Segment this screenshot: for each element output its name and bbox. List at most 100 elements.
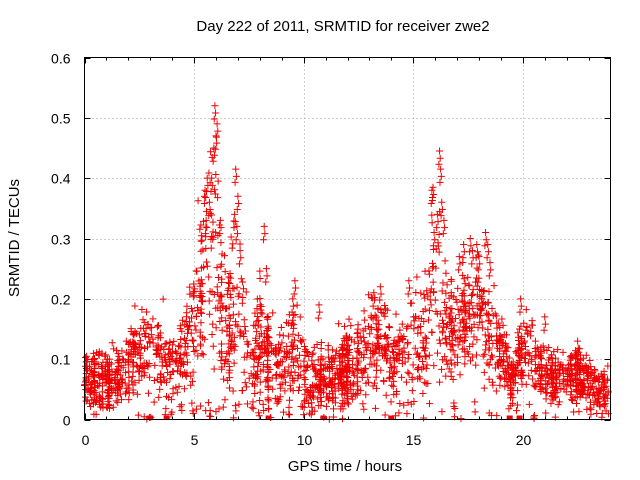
data-point	[353, 354, 361, 362]
data-point	[221, 396, 229, 404]
data-point	[493, 336, 501, 344]
data-point	[566, 352, 574, 360]
data-point	[265, 405, 273, 413]
data-point	[272, 361, 280, 369]
data-point	[240, 316, 248, 324]
data-point	[146, 373, 154, 381]
data-point	[340, 371, 348, 379]
data-point	[256, 378, 264, 386]
data-point	[248, 403, 256, 411]
data-point	[153, 323, 161, 331]
data-point	[218, 250, 226, 258]
data-point	[183, 313, 191, 321]
data-point	[552, 379, 560, 387]
data-point	[106, 379, 114, 387]
data-point	[475, 253, 483, 261]
data-point	[481, 242, 489, 250]
data-point	[421, 305, 429, 313]
data-point	[458, 297, 466, 305]
data-point	[435, 160, 443, 168]
data-point	[257, 367, 265, 375]
data-point	[393, 341, 401, 349]
data-point	[461, 302, 469, 310]
data-point	[393, 368, 401, 376]
data-point	[441, 257, 449, 265]
data-point	[537, 343, 545, 351]
data-point	[206, 407, 214, 415]
data-point	[200, 200, 208, 208]
data-point	[211, 145, 219, 153]
data-point	[216, 216, 224, 224]
data-point	[460, 286, 468, 294]
data-point	[328, 346, 336, 354]
data-point	[108, 339, 116, 347]
data-point	[455, 253, 463, 261]
data-point	[516, 346, 524, 354]
data-point	[414, 366, 422, 374]
data-point	[187, 381, 195, 389]
data-point	[500, 331, 508, 339]
data-point	[301, 375, 309, 383]
data-point	[593, 392, 601, 400]
data-point	[114, 398, 122, 406]
data-point	[485, 336, 493, 344]
data-point	[447, 372, 455, 380]
data-point	[443, 281, 451, 289]
data-point	[260, 236, 268, 244]
data-point	[600, 400, 608, 408]
data-point	[532, 348, 540, 356]
data-point	[224, 279, 232, 287]
data-point	[252, 334, 260, 342]
data-point	[176, 322, 184, 330]
data-point	[466, 299, 474, 307]
data-point	[279, 372, 287, 380]
data-point	[209, 218, 217, 226]
data-point	[122, 388, 130, 396]
data-point	[331, 371, 339, 379]
data-point	[337, 402, 345, 410]
data-point	[445, 294, 453, 302]
data-point	[281, 348, 289, 356]
data-point	[313, 340, 321, 348]
data-point	[388, 343, 396, 351]
chart-title: Day 222 of 2011, SRMTID for receiver zwe…	[196, 18, 489, 35]
data-point	[192, 346, 200, 354]
data-point	[167, 355, 175, 363]
data-point	[226, 290, 234, 298]
data-point	[328, 381, 336, 389]
data-point	[309, 349, 317, 357]
data-point	[475, 300, 483, 308]
data-point	[262, 278, 270, 286]
data-point	[404, 354, 412, 362]
data-point	[158, 353, 166, 361]
data-point	[430, 190, 438, 198]
data-point	[461, 280, 469, 288]
data-point	[441, 298, 449, 306]
data-point	[586, 404, 594, 412]
data-point	[218, 314, 226, 322]
data-point	[448, 328, 456, 336]
data-point	[214, 231, 222, 239]
data-point	[447, 318, 455, 326]
data-point	[276, 331, 284, 339]
data-point	[264, 361, 272, 369]
data-point	[290, 290, 298, 298]
data-point	[90, 349, 98, 357]
data-point	[567, 377, 575, 385]
data-point	[404, 368, 412, 376]
data-point	[353, 373, 361, 381]
data-point	[217, 299, 225, 307]
data-point	[294, 331, 302, 339]
data-point	[168, 348, 176, 356]
data-point	[217, 239, 225, 247]
data-point	[129, 338, 137, 346]
data-point	[307, 411, 315, 419]
data-point	[197, 319, 205, 327]
data-point	[280, 408, 288, 416]
data-point	[224, 377, 232, 385]
data-point	[154, 341, 162, 349]
data-point	[515, 359, 523, 367]
data-point	[484, 241, 492, 249]
data-point	[236, 240, 244, 248]
data-point	[211, 186, 219, 194]
